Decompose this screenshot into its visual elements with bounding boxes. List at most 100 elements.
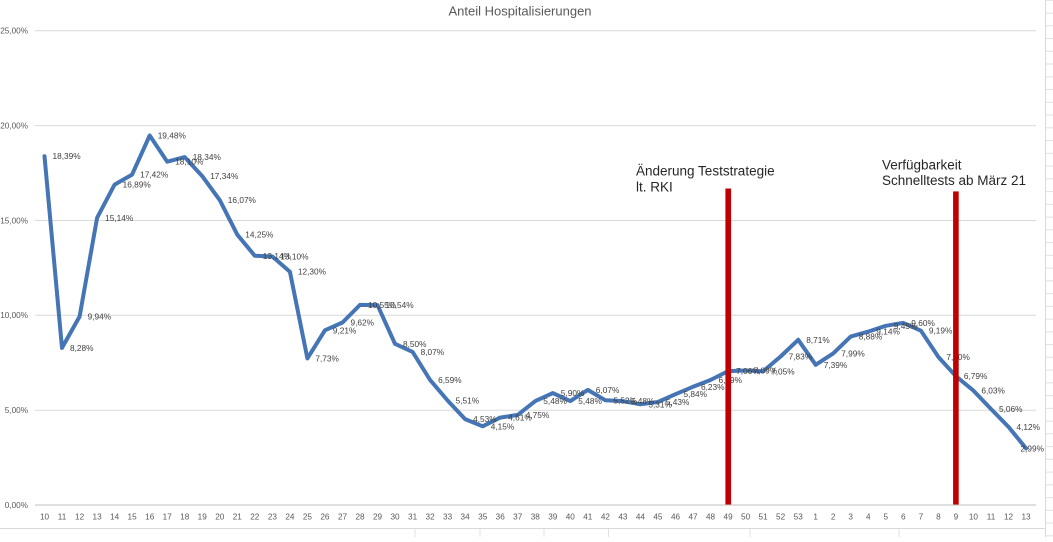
svg-text:10,55%: 10,55% [368, 300, 397, 310]
svg-text:5,52%: 5,52% [613, 395, 637, 405]
svg-text:50: 50 [741, 513, 751, 522]
svg-text:34: 34 [461, 513, 471, 522]
svg-text:10,00%: 10,00% [0, 311, 28, 320]
svg-text:18: 18 [180, 513, 190, 522]
svg-text:6,79%: 6,79% [964, 371, 988, 381]
svg-text:17,42%: 17,42% [140, 170, 169, 180]
svg-text:43: 43 [618, 513, 628, 522]
svg-text:10,54%: 10,54% [386, 300, 415, 310]
svg-text:9: 9 [954, 513, 959, 522]
svg-text:13,10%: 13,10% [280, 252, 309, 262]
svg-text:5: 5 [884, 513, 889, 522]
svg-text:13: 13 [1021, 513, 1031, 522]
svg-text:46: 46 [671, 513, 681, 522]
svg-text:15,00%: 15,00% [0, 216, 28, 225]
svg-text:10: 10 [40, 513, 50, 522]
svg-text:9,45%: 9,45% [894, 321, 918, 331]
svg-text:Schnelltests ab März 21: Schnelltests ab März 21 [882, 173, 1026, 188]
svg-text:13: 13 [93, 513, 103, 522]
svg-text:16,89%: 16,89% [123, 180, 152, 190]
svg-text:5,90%: 5,90% [561, 388, 585, 398]
svg-text:5,43%: 5,43% [666, 397, 690, 407]
svg-text:6,07%: 6,07% [596, 385, 620, 395]
svg-text:42: 42 [601, 513, 611, 522]
svg-text:36: 36 [496, 513, 506, 522]
svg-text:6,59%: 6,59% [438, 375, 462, 385]
svg-text:2,99%: 2,99% [1020, 443, 1044, 453]
svg-text:7: 7 [919, 513, 924, 522]
svg-text:4: 4 [866, 513, 871, 522]
svg-text:8,88%: 8,88% [859, 332, 883, 342]
svg-text:23: 23 [268, 513, 278, 522]
svg-text:Änderung Teststrategie: Änderung Teststrategie [636, 164, 775, 179]
svg-text:9,21%: 9,21% [333, 325, 357, 335]
svg-text:17: 17 [163, 513, 173, 522]
svg-text:0,00%: 0,00% [5, 501, 28, 510]
svg-text:7,83%: 7,83% [789, 352, 813, 362]
svg-text:9,19%: 9,19% [929, 326, 953, 336]
svg-text:7,09%: 7,09% [754, 366, 778, 376]
svg-text:40: 40 [566, 513, 576, 522]
svg-text:8,71%: 8,71% [806, 335, 830, 345]
svg-text:29: 29 [373, 513, 383, 522]
svg-text:15: 15 [128, 513, 138, 522]
svg-text:8,28%: 8,28% [70, 343, 94, 353]
svg-text:7,73%: 7,73% [315, 353, 339, 363]
svg-text:24: 24 [285, 513, 295, 522]
svg-text:7,39%: 7,39% [824, 360, 848, 370]
svg-text:12: 12 [75, 513, 85, 522]
svg-text:9,94%: 9,94% [88, 312, 112, 322]
svg-text:8: 8 [936, 513, 941, 522]
svg-text:38: 38 [531, 513, 541, 522]
svg-text:30: 30 [390, 513, 400, 522]
svg-text:6,23%: 6,23% [701, 382, 725, 392]
svg-text:Verfügbarkeit: Verfügbarkeit [882, 158, 962, 173]
svg-text:20: 20 [215, 513, 225, 522]
svg-text:7,05%: 7,05% [771, 366, 795, 376]
svg-text:5,31%: 5,31% [648, 399, 672, 409]
svg-text:4,75%: 4,75% [526, 410, 550, 420]
svg-text:4,61%: 4,61% [508, 413, 532, 423]
svg-text:2: 2 [831, 513, 836, 522]
svg-text:37: 37 [513, 513, 523, 522]
svg-text:51: 51 [759, 513, 769, 522]
svg-text:39: 39 [548, 513, 558, 522]
svg-text:14,25%: 14,25% [245, 230, 274, 240]
svg-text:17,34%: 17,34% [210, 171, 239, 181]
svg-text:19,48%: 19,48% [158, 131, 187, 141]
svg-text:6,03%: 6,03% [981, 386, 1005, 396]
svg-text:7,06%: 7,06% [736, 366, 760, 376]
svg-text:5,48%: 5,48% [543, 396, 567, 406]
svg-text:14: 14 [110, 513, 120, 522]
svg-text:28: 28 [355, 513, 365, 522]
svg-text:7,99%: 7,99% [841, 348, 865, 358]
svg-text:47: 47 [688, 513, 698, 522]
svg-text:5,84%: 5,84% [684, 389, 708, 399]
svg-text:16,07%: 16,07% [228, 195, 257, 205]
svg-text:Anteil Hospitalisierungen: Anteil Hospitalisierungen [448, 3, 591, 18]
svg-text:22: 22 [250, 513, 260, 522]
svg-text:5,51%: 5,51% [456, 396, 480, 406]
svg-text:12: 12 [1004, 513, 1014, 522]
svg-text:33: 33 [443, 513, 453, 522]
svg-text:53: 53 [794, 513, 804, 522]
svg-text:21: 21 [233, 513, 243, 522]
svg-text:12,30%: 12,30% [298, 267, 327, 277]
svg-text:8,07%: 8,07% [421, 347, 445, 357]
svg-text:4,15%: 4,15% [491, 421, 515, 431]
svg-text:15,14%: 15,14% [105, 213, 134, 223]
svg-text:45: 45 [653, 513, 663, 522]
svg-text:4,53%: 4,53% [473, 414, 497, 424]
svg-text:9,62%: 9,62% [351, 318, 375, 328]
svg-text:52: 52 [776, 513, 786, 522]
svg-text:25: 25 [303, 513, 313, 522]
svg-text:31: 31 [408, 513, 418, 522]
svg-text:48: 48 [706, 513, 716, 522]
svg-text:41: 41 [583, 513, 593, 522]
svg-text:5,48%: 5,48% [578, 396, 602, 406]
svg-text:5,06%: 5,06% [999, 404, 1023, 414]
svg-text:49: 49 [724, 513, 734, 522]
svg-text:lt. RKI: lt. RKI [636, 180, 673, 195]
svg-text:16: 16 [145, 513, 155, 522]
svg-text:25,00%: 25,00% [0, 27, 28, 36]
